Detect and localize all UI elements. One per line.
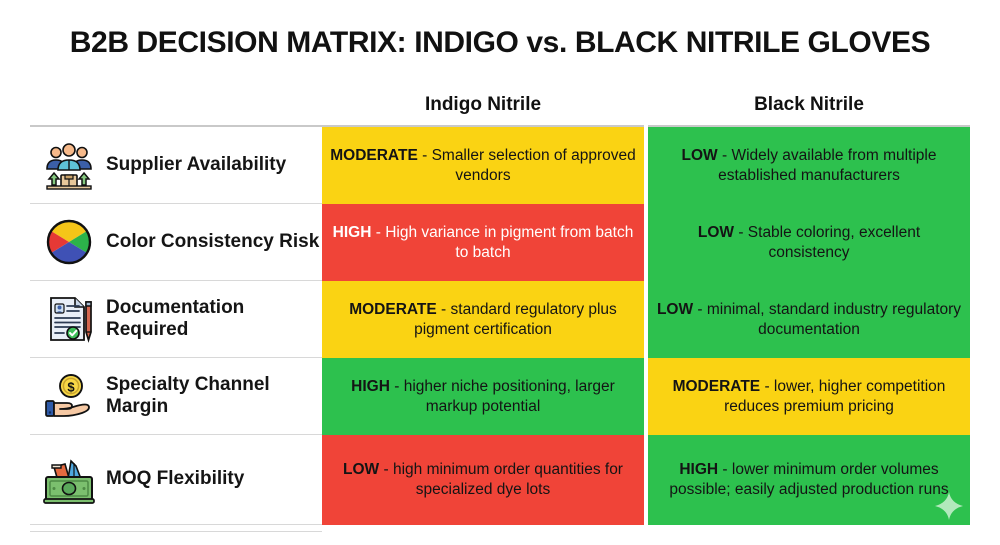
rating-text: HIGH - higher niche positioning, larger … <box>330 377 636 417</box>
rating-text: LOW - Widely available from multiple est… <box>656 146 962 186</box>
criteria-label: MOQ Flexibility <box>106 468 245 490</box>
column-gap <box>644 435 648 525</box>
rating-separator: - <box>718 461 732 479</box>
criteria-cell: $ Specialty Channel Margin <box>30 358 322 435</box>
matrix-row: Color Consistency Risk HIGH - High varian… <box>30 204 970 281</box>
column-gap <box>644 281 648 358</box>
criteria-label: Specialty Channel Margin <box>106 373 270 417</box>
rating-level: MODERATE <box>349 300 437 318</box>
banknote-boxes-icon <box>38 455 100 505</box>
criteria-cell: Supplier Availability <box>30 127 322 204</box>
rating-level: HIGH <box>679 461 719 479</box>
black-nitrile-cell: HIGH - lower minimum order volumes possi… <box>648 435 970 525</box>
matrix-bottom-rule <box>30 531 322 532</box>
rating-detail: minimal, standard industry regulatory do… <box>706 300 962 338</box>
rating-separator: - <box>371 223 386 241</box>
hand-holding-coin-icon: $ <box>38 372 100 420</box>
indigo-nitrile-cell: MODERATE - Smaller selection of approved… <box>322 127 644 204</box>
criteria-cell: Color Consistency Risk <box>30 204 322 281</box>
rating-text: HIGH - High variance in pigment from bat… <box>330 223 636 263</box>
header-criteria-cell <box>30 85 322 127</box>
rating-separator: - <box>389 377 404 395</box>
indigo-nitrile-cell: LOW - high minimum order quantities for … <box>322 435 644 525</box>
comparison-matrix: Indigo Nitrile Black Nitrile Supplier Av… <box>30 85 970 525</box>
rating-detail: higher niche positioning, larger markup … <box>403 377 615 415</box>
rating-level: HIGH <box>351 377 390 395</box>
rating-separator: - <box>379 461 393 479</box>
criteria-label: Supplier Availability <box>106 153 287 175</box>
rating-text: MODERATE - standard regulatory plus pigm… <box>330 300 636 340</box>
criteria-label: Documentation Required <box>106 296 245 340</box>
rating-detail: standard regulatory plus pigment certifi… <box>414 300 617 338</box>
criteria-label: Color Consistency Risk <box>106 230 320 252</box>
column-gap <box>644 358 648 435</box>
criteria-cell: Documentation Required <box>30 281 322 358</box>
matrix-row: $ Specialty Channel Margin HIGH - higher … <box>30 358 970 435</box>
criteria-cell: MOQ Flexibility <box>30 435 322 525</box>
indigo-nitrile-cell: HIGH - High variance in pigment from bat… <box>322 204 644 281</box>
matrix-row: Documentation Required MODERATE - standar… <box>30 281 970 358</box>
column-gap <box>644 204 648 281</box>
rating-separator: - <box>760 377 774 395</box>
rating-separator: - <box>734 223 748 241</box>
rating-detail: Smaller selection of approved vendors <box>431 146 636 184</box>
rating-level: LOW <box>697 223 735 241</box>
indigo-nitrile-cell: HIGH - higher niche positioning, larger … <box>322 358 644 435</box>
rating-separator: - <box>417 146 432 164</box>
header-column-gap <box>644 85 648 127</box>
black-nitrile-cell: MODERATE - lower, higher competition red… <box>648 358 970 435</box>
rating-text: HIGH - lower minimum order volumes possi… <box>656 460 962 500</box>
supplier-team-box-icon <box>38 139 100 191</box>
rating-detail: high minimum order quantities for specia… <box>392 461 623 498</box>
rating-detail: lower minimum order volumes possible; ea… <box>669 461 949 498</box>
matrix-row: Supplier Availability MODERATE - Smaller … <box>30 127 970 204</box>
page-title: B2B DECISION MATRIX: INDIGO vs. BLACK NI… <box>69 26 931 59</box>
rating-separator: - <box>436 300 451 318</box>
rating-detail: lower, higher competition reduces premiu… <box>724 377 946 415</box>
black-nitrile-cell: LOW - Stable coloring, excellent consist… <box>648 204 970 281</box>
rating-level: LOW <box>343 461 380 479</box>
document-certificate-pencil-icon <box>38 293 100 345</box>
rating-level: MODERATE <box>330 146 418 164</box>
indigo-nitrile-cell: MODERATE - standard regulatory plus pigm… <box>322 281 644 358</box>
column-gap <box>644 127 648 204</box>
rating-separator: - <box>717 146 732 164</box>
color-wheel-icon <box>38 217 100 267</box>
rating-level: LOW <box>681 146 718 164</box>
header-column-indigo: Indigo Nitrile <box>322 85 644 127</box>
rating-level: HIGH <box>332 223 372 241</box>
black-nitrile-cell: LOW - Widely available from multiple est… <box>648 127 970 204</box>
svg-text:$: $ <box>67 380 75 395</box>
rating-level: MODERATE <box>672 377 761 395</box>
matrix-header-row: Indigo Nitrile Black Nitrile <box>30 85 970 127</box>
rating-text: LOW - minimal, standard industry regulat… <box>656 300 962 340</box>
rating-detail: Widely available from multiple establish… <box>718 146 937 184</box>
rating-text: MODERATE - lower, higher competition red… <box>656 377 962 417</box>
matrix-body: Supplier Availability MODERATE - Smaller … <box>30 127 970 525</box>
rating-detail: High variance in pigment from batch to b… <box>385 223 634 261</box>
rating-text: MODERATE - Smaller selection of approved… <box>330 146 636 186</box>
rating-text: LOW - high minimum order quantities for … <box>330 460 636 500</box>
header-column-black: Black Nitrile <box>648 85 970 127</box>
black-nitrile-cell: LOW - minimal, standard industry regulat… <box>648 281 970 358</box>
rating-separator: - <box>693 300 707 318</box>
matrix-row: MOQ Flexibility LOW - high minimum order … <box>30 435 970 525</box>
rating-detail: Stable coloring, excellent consistency <box>747 223 921 261</box>
rating-level: LOW <box>656 300 694 318</box>
rating-text: LOW - Stable coloring, excellent consist… <box>656 223 962 263</box>
